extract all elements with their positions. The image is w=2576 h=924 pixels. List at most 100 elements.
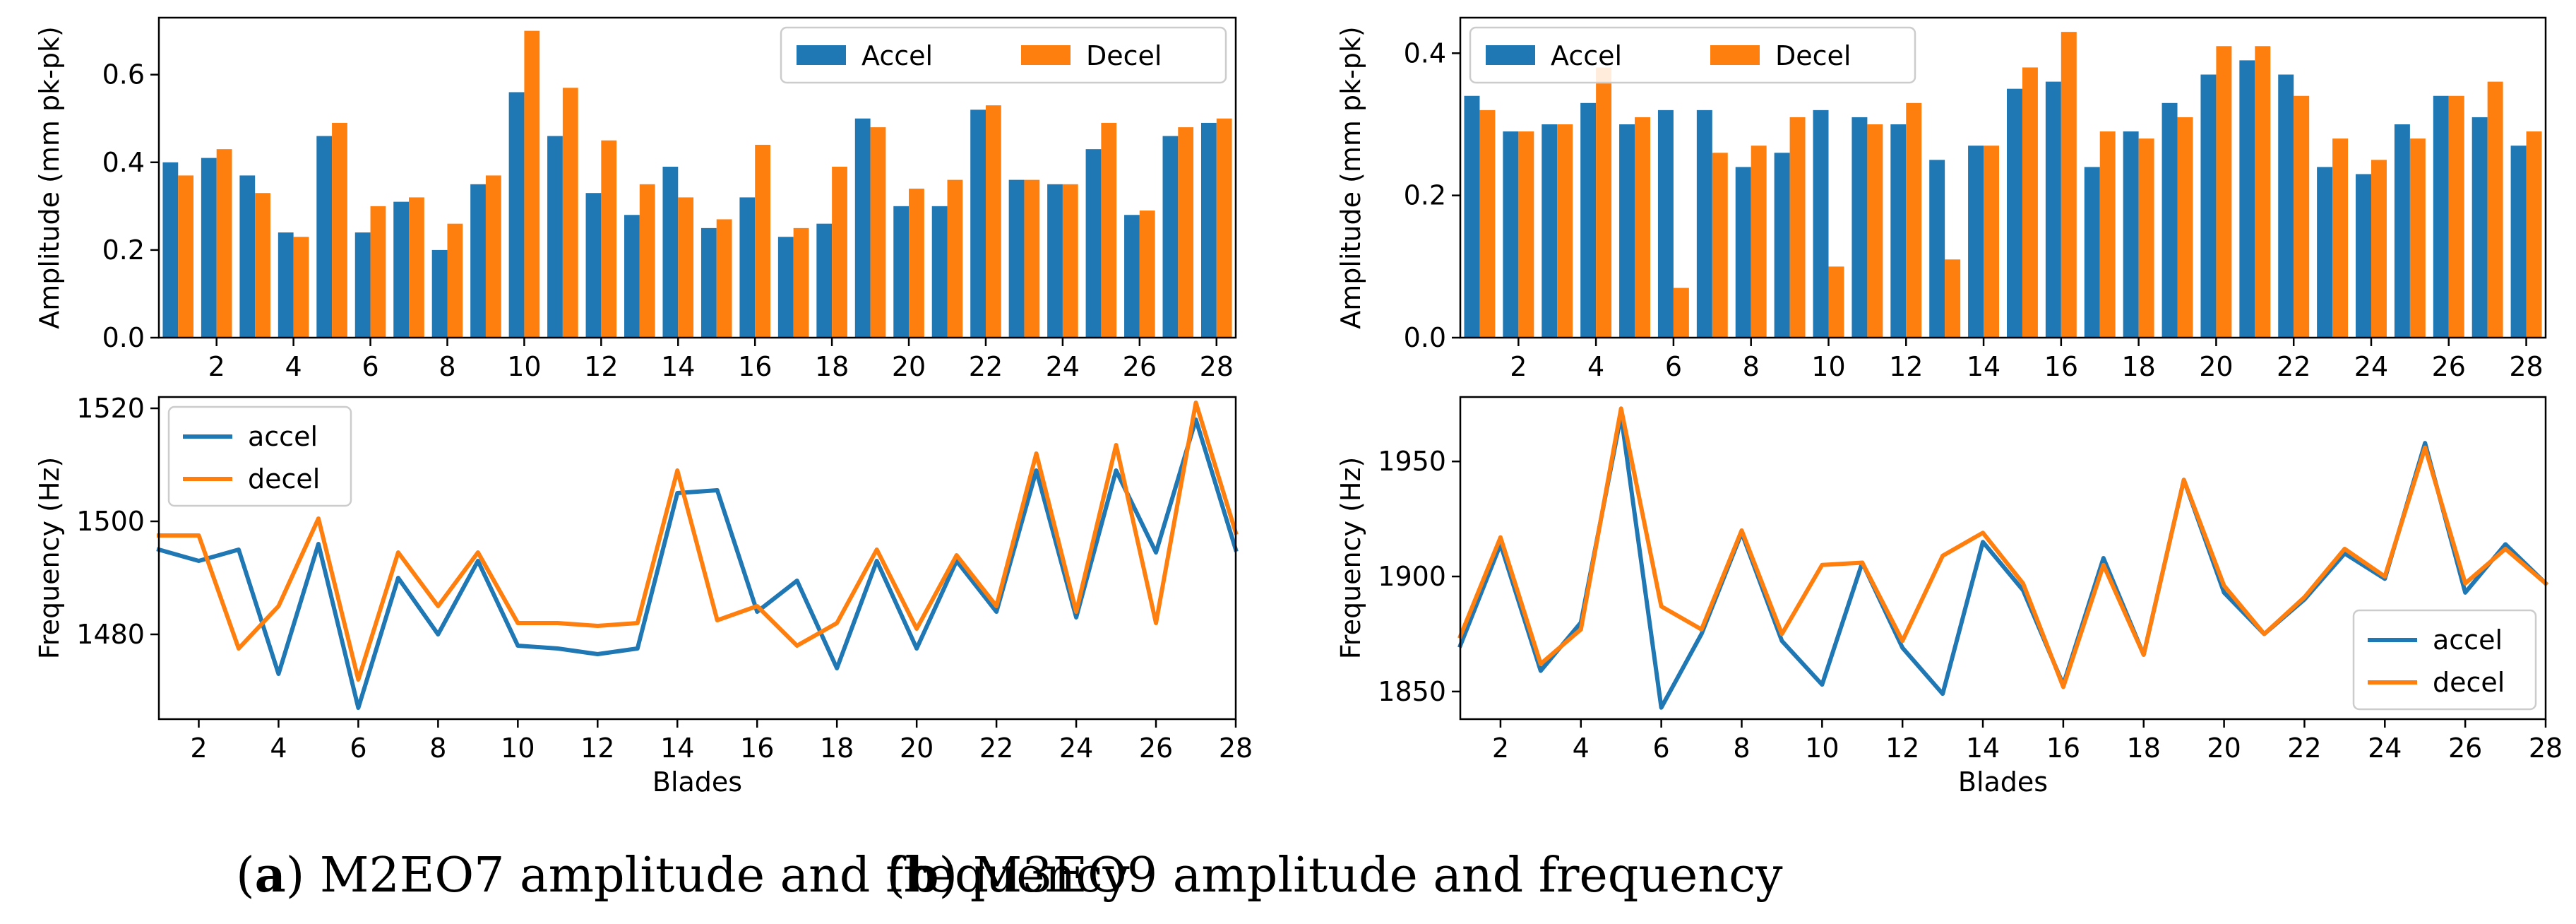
legend-swatch-decel <box>1021 45 1071 65</box>
bar-accel-blade-13 <box>624 215 640 338</box>
caption-paren-close: ) <box>938 848 958 904</box>
y-tick-label: 0.2 <box>102 235 145 266</box>
bar-decel-blade-3 <box>255 193 270 338</box>
bar-accel-blade-21 <box>2239 60 2255 338</box>
bar-accel-blade-26 <box>2433 95 2449 338</box>
x-tick-label: 2 <box>1492 733 1509 764</box>
x-tick-label: 18 <box>815 351 849 382</box>
bar-decel-blade-12 <box>601 140 617 338</box>
line-accel <box>156 417 1239 710</box>
bar-accel-blade-11 <box>1852 117 1868 338</box>
bar-decel-blade-10 <box>1828 266 1844 338</box>
legend: accel decel <box>2352 609 2537 711</box>
bar-decel-blade-23 <box>1024 179 1040 338</box>
x-axis-label: Blades <box>1958 766 2048 798</box>
caption-b: (b) M3EO9 amplitude and frequency <box>886 847 1783 904</box>
y-tick-label: 1500 <box>76 506 145 537</box>
series-accel-bars <box>162 92 1217 338</box>
legend: Accel Decel <box>780 26 1227 84</box>
bar-decel-blade-4 <box>1596 67 1612 338</box>
bar-decel-blade-17 <box>2099 131 2116 338</box>
bar-accel-blade-17 <box>2084 167 2100 338</box>
bar-accel-blade-25 <box>1085 149 1102 338</box>
bar-accel-blade-18 <box>816 223 833 338</box>
bar-decel-blade-17 <box>793 227 809 338</box>
axes-frame <box>1459 396 2547 721</box>
bar-decel-blade-11 <box>1867 124 1883 338</box>
legend-label-accel: accel <box>248 421 318 452</box>
bar-accel-blade-2 <box>201 158 217 338</box>
y-tick-label: 1850 <box>1378 676 1446 707</box>
bar-decel-blade-21 <box>947 179 963 338</box>
x-tick-label: 4 <box>270 733 287 764</box>
legend-label-accel: Accel <box>1551 40 1622 71</box>
x-tick-label: 2 <box>208 351 225 382</box>
bar-decel-blade-3 <box>1557 124 1573 338</box>
bar-accel-blade-5 <box>1619 124 1635 338</box>
bar-decel-blade-16 <box>2061 32 2077 338</box>
line-decel <box>157 401 1239 682</box>
bar-decel-blade-9 <box>1789 117 1806 338</box>
bar-decel-blade-26 <box>1139 211 1155 338</box>
x-tick-label: 12 <box>1889 351 1923 382</box>
bar-accel-blade-7 <box>393 201 410 338</box>
bar-decel-blade-20 <box>2216 46 2232 338</box>
legend-label-decel: Decel <box>1775 40 1851 71</box>
x-tick-label: 26 <box>1139 733 1173 764</box>
y-tick-label: 0.4 <box>102 147 145 178</box>
y-tick-label: 0.0 <box>1404 322 1446 353</box>
x-tick-label: 8 <box>439 351 455 382</box>
bar-accel-blade-27 <box>1162 136 1179 338</box>
x-tick-label: 20 <box>900 733 934 764</box>
y-tick-label: 1480 <box>76 619 145 650</box>
bar-accel-blade-22 <box>970 109 986 338</box>
x-tick-label: 18 <box>2127 733 2161 764</box>
y-axis-label: Amplitude (mm pk-pk) <box>34 26 65 329</box>
x-tick-label: 4 <box>1573 733 1590 764</box>
bar-accel-blade-20 <box>2200 74 2217 338</box>
x-tick-label: 24 <box>2354 351 2388 382</box>
bar-accel-blade-10 <box>1813 109 1829 338</box>
x-tick-label: 22 <box>2287 733 2321 764</box>
bar-accel-blade-1 <box>162 162 179 338</box>
legend: Accel Decel <box>1469 26 1916 84</box>
caption-paren-close: ) <box>286 848 305 904</box>
bar-accel-blade-17 <box>777 237 794 338</box>
series-decel-bars <box>1479 32 2542 338</box>
x-tick-label: 2 <box>1510 351 1527 382</box>
bar-decel-blade-26 <box>2448 95 2464 338</box>
y-tick-label: 0.6 <box>102 59 145 90</box>
bar-accel-blade-23 <box>2317 167 2333 338</box>
bar-accel-blade-12 <box>1890 124 1907 338</box>
bar-accel-blade-15 <box>2006 88 2022 338</box>
bar-accel-blade-14 <box>1968 146 1984 338</box>
bar-accel-blade-2 <box>1503 131 1519 338</box>
axes-frame <box>157 16 1237 339</box>
bar-accel-blade-4 <box>1580 102 1597 338</box>
bar-accel-blade-23 <box>1008 179 1025 338</box>
bar-decel-blade-19 <box>2177 117 2193 338</box>
x-tick-label: 18 <box>2121 351 2155 382</box>
x-tick-label: 14 <box>1967 351 2000 382</box>
y-axis-label: Frequency (Hz) <box>1335 457 1366 660</box>
bar-decel-blade-6 <box>1673 288 1689 338</box>
x-tick-label: 26 <box>1123 351 1157 382</box>
legend-swatch-accel <box>1486 45 1535 65</box>
bar-decel-blade-21 <box>2255 46 2271 338</box>
axes-frame <box>157 396 1237 721</box>
bar-accel-blade-6 <box>1657 109 1674 338</box>
x-tick-label: 16 <box>740 733 774 764</box>
legend-label-decel: Decel <box>1086 40 1162 71</box>
bar-accel-blade-13 <box>1929 160 1945 338</box>
x-axis-label: Blades <box>652 766 742 798</box>
x-tick-label: 20 <box>2207 733 2241 764</box>
bar-decel-blade-7 <box>1712 153 1728 338</box>
x-tick-label: 10 <box>507 351 541 382</box>
bar-decel-blade-27 <box>1178 127 1194 338</box>
bar-accel-blade-16 <box>739 197 756 338</box>
bar-accel-blade-8 <box>1735 167 1751 338</box>
bar-accel-blade-24 <box>1047 184 1063 338</box>
bar-accel-blade-19 <box>2161 102 2178 338</box>
